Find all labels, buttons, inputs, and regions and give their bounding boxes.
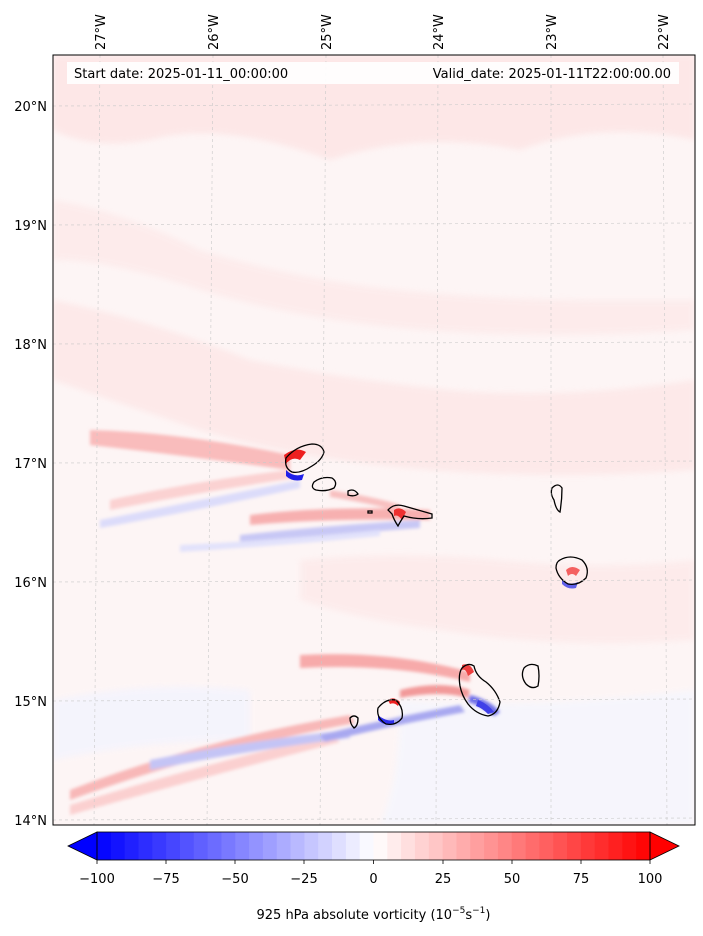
lat-label: 15°N	[14, 695, 47, 710]
valid-date-label: Valid_date: 2025-01-11T22:00:00.00	[433, 67, 671, 82]
map-panel: Start date: 2025-01-11_00:00:00 Valid_da…	[52, 54, 696, 826]
colorbar-cell	[345, 832, 361, 860]
island-sal	[550, 484, 563, 513]
island-santo-antao	[284, 443, 325, 474]
colorbar-cell	[470, 832, 485, 860]
lon-label: 23°W	[545, 14, 560, 50]
colorbar-tick-label: 100	[638, 872, 663, 887]
colorbar-cells	[97, 832, 651, 860]
colorbar-cell	[567, 832, 582, 860]
lat-label: 17°N	[14, 457, 47, 472]
colorbar-ticks	[96, 860, 651, 864]
lon-label: 25°W	[320, 14, 335, 50]
colorbar-label: 925 hPa absolute vorticity (10−5s−1)	[257, 906, 491, 923]
colorbar-tick-label: −50	[221, 872, 248, 887]
colorbar: −100 −75 −50 −25 0 25 50 75 100 925 hPa …	[67, 831, 680, 923]
colorbar-extend-right	[649, 831, 680, 861]
colorbar-cell	[456, 832, 471, 860]
colorbar-cell	[110, 832, 126, 860]
colorbar-cell	[622, 832, 637, 860]
colorbar-cell	[401, 832, 416, 860]
island-sao-vicente	[311, 476, 337, 492]
lat-label: 18°N	[14, 338, 47, 353]
lon-label: 26°W	[207, 14, 222, 50]
colorbar-cell	[373, 832, 388, 860]
lat-label: 19°N	[14, 219, 47, 234]
island-boa-vista	[555, 556, 588, 586]
colorbar-cell	[414, 832, 430, 860]
colorbar-cell	[442, 832, 458, 860]
island-sao-nicolau	[387, 504, 433, 528]
colorbar-cell	[221, 832, 236, 860]
colorbar-label-mid: s	[465, 908, 472, 923]
colorbar-cell	[484, 832, 499, 860]
colorbar-cell	[608, 832, 623, 860]
lat-label: 20°N	[14, 100, 47, 115]
colorbar-cell	[152, 832, 167, 860]
colorbar-cell	[636, 832, 651, 860]
colorbar-cell	[235, 832, 250, 860]
colorbar-cell	[318, 832, 333, 860]
map-frame	[52, 54, 696, 826]
vorticity-field	[53, 55, 695, 825]
colorbar-label-exp2: −1	[472, 906, 485, 916]
lon-label: 27°W	[94, 14, 109, 50]
colorbar-cell	[97, 832, 112, 860]
colorbar-cell	[428, 832, 444, 860]
colorbar-label-exp1: −5	[452, 906, 465, 916]
colorbar-cell	[497, 832, 513, 860]
lat-label: 16°N	[14, 576, 47, 591]
island-islet	[367, 510, 373, 514]
colorbar-cell	[525, 832, 540, 860]
colorbar-tick-label: 25	[435, 872, 452, 887]
colorbar-cell	[594, 832, 610, 860]
colorbar-cell	[249, 832, 264, 860]
island-santa-luzia	[347, 489, 359, 497]
colorbar-cell	[124, 832, 140, 860]
colorbar-cell	[166, 832, 181, 860]
colorbar-extend-left	[67, 831, 98, 861]
colorbar-cell	[387, 832, 402, 860]
lon-label: 22°W	[657, 14, 672, 50]
colorbar-cell	[290, 832, 305, 860]
colorbar-cell	[511, 832, 527, 860]
colorbar-tick-label: −25	[290, 872, 317, 887]
colorbar-cell	[179, 832, 195, 860]
colorbar-tick-label: 50	[504, 872, 521, 887]
colorbar-cell	[539, 832, 554, 860]
colorbar-cell	[332, 832, 347, 860]
colorbar-cell	[207, 832, 223, 860]
island-brava	[349, 715, 359, 729]
colorbar-label-prefix: 925 hPa absolute vorticity (10	[257, 908, 453, 923]
island-maio	[521, 663, 540, 689]
start-date-label: Start date: 2025-01-11_00:00:00	[74, 67, 288, 82]
lon-label: 24°W	[432, 14, 447, 50]
colorbar-cell	[580, 832, 596, 860]
colorbar-cell	[304, 832, 319, 860]
gridlines	[53, 55, 695, 825]
colorbar-cell	[359, 832, 375, 860]
colorbar-cell	[276, 832, 292, 860]
colorbar-tick-label: −100	[79, 872, 115, 887]
lat-label: 14°N	[14, 814, 47, 829]
colorbar-tick-label: 75	[573, 872, 590, 887]
colorbar-cell	[193, 832, 209, 860]
colorbar-cell	[138, 832, 153, 860]
colorbar-cell	[262, 832, 278, 860]
colorbar-label-suffix: )	[485, 908, 490, 923]
latitude-labels: 20°N 19°N 18°N 17°N 16°N 15°N 14°N	[14, 100, 47, 829]
colorbar-tick-label: 0	[369, 872, 377, 887]
colorbar-tick-label: −75	[152, 872, 179, 887]
info-box	[67, 62, 679, 84]
longitude-labels: 27°W 26°W 25°W 24°W 23°W 22°W	[94, 14, 672, 50]
colorbar-cell	[553, 832, 568, 860]
island-santiago	[458, 663, 501, 717]
